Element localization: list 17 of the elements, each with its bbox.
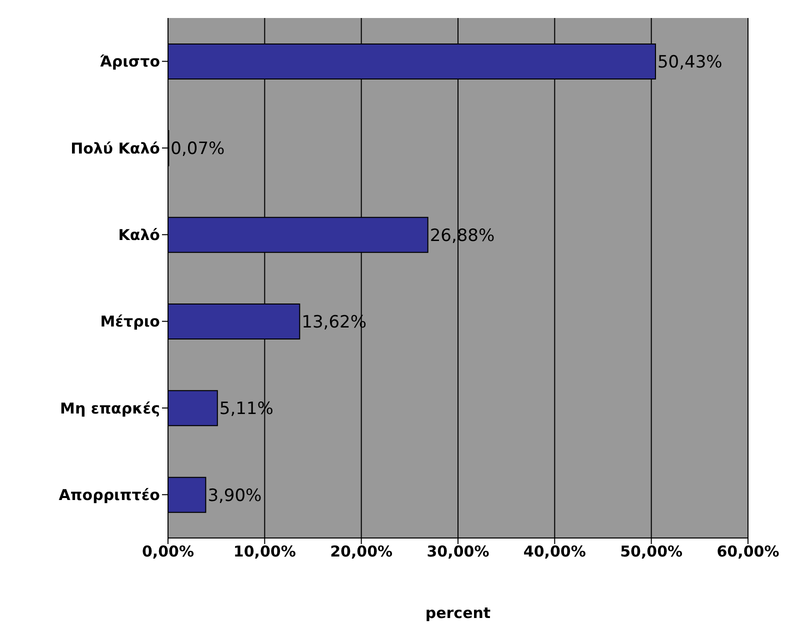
data-label: 0,07% xyxy=(170,139,225,160)
x-tick-label: 20,00% xyxy=(330,542,393,561)
data-label: 50,43% xyxy=(657,52,722,73)
x-tick-label: 60,00% xyxy=(716,542,780,561)
x-tick-label: 10,00% xyxy=(233,542,296,561)
x-axis-title: percent xyxy=(425,604,491,622)
y-tick-label: Καλό xyxy=(118,226,160,244)
y-tick-label: Άριστο xyxy=(100,52,160,71)
x-tick-label: 40,00% xyxy=(523,542,586,561)
x-tick-label: 50,00% xyxy=(620,542,683,561)
data-label: 3,90% xyxy=(208,486,262,506)
x-tick-label: 30,00% xyxy=(426,542,490,561)
y-tick-label: Μέτριο xyxy=(100,312,160,331)
y-tick-label: Πολύ Καλό xyxy=(70,139,160,158)
y-tick-label: Μη επαρκές xyxy=(60,399,160,418)
y-tick-label: Απορριπτέο xyxy=(58,486,160,504)
x-tick-label: 0,00% xyxy=(142,542,194,561)
